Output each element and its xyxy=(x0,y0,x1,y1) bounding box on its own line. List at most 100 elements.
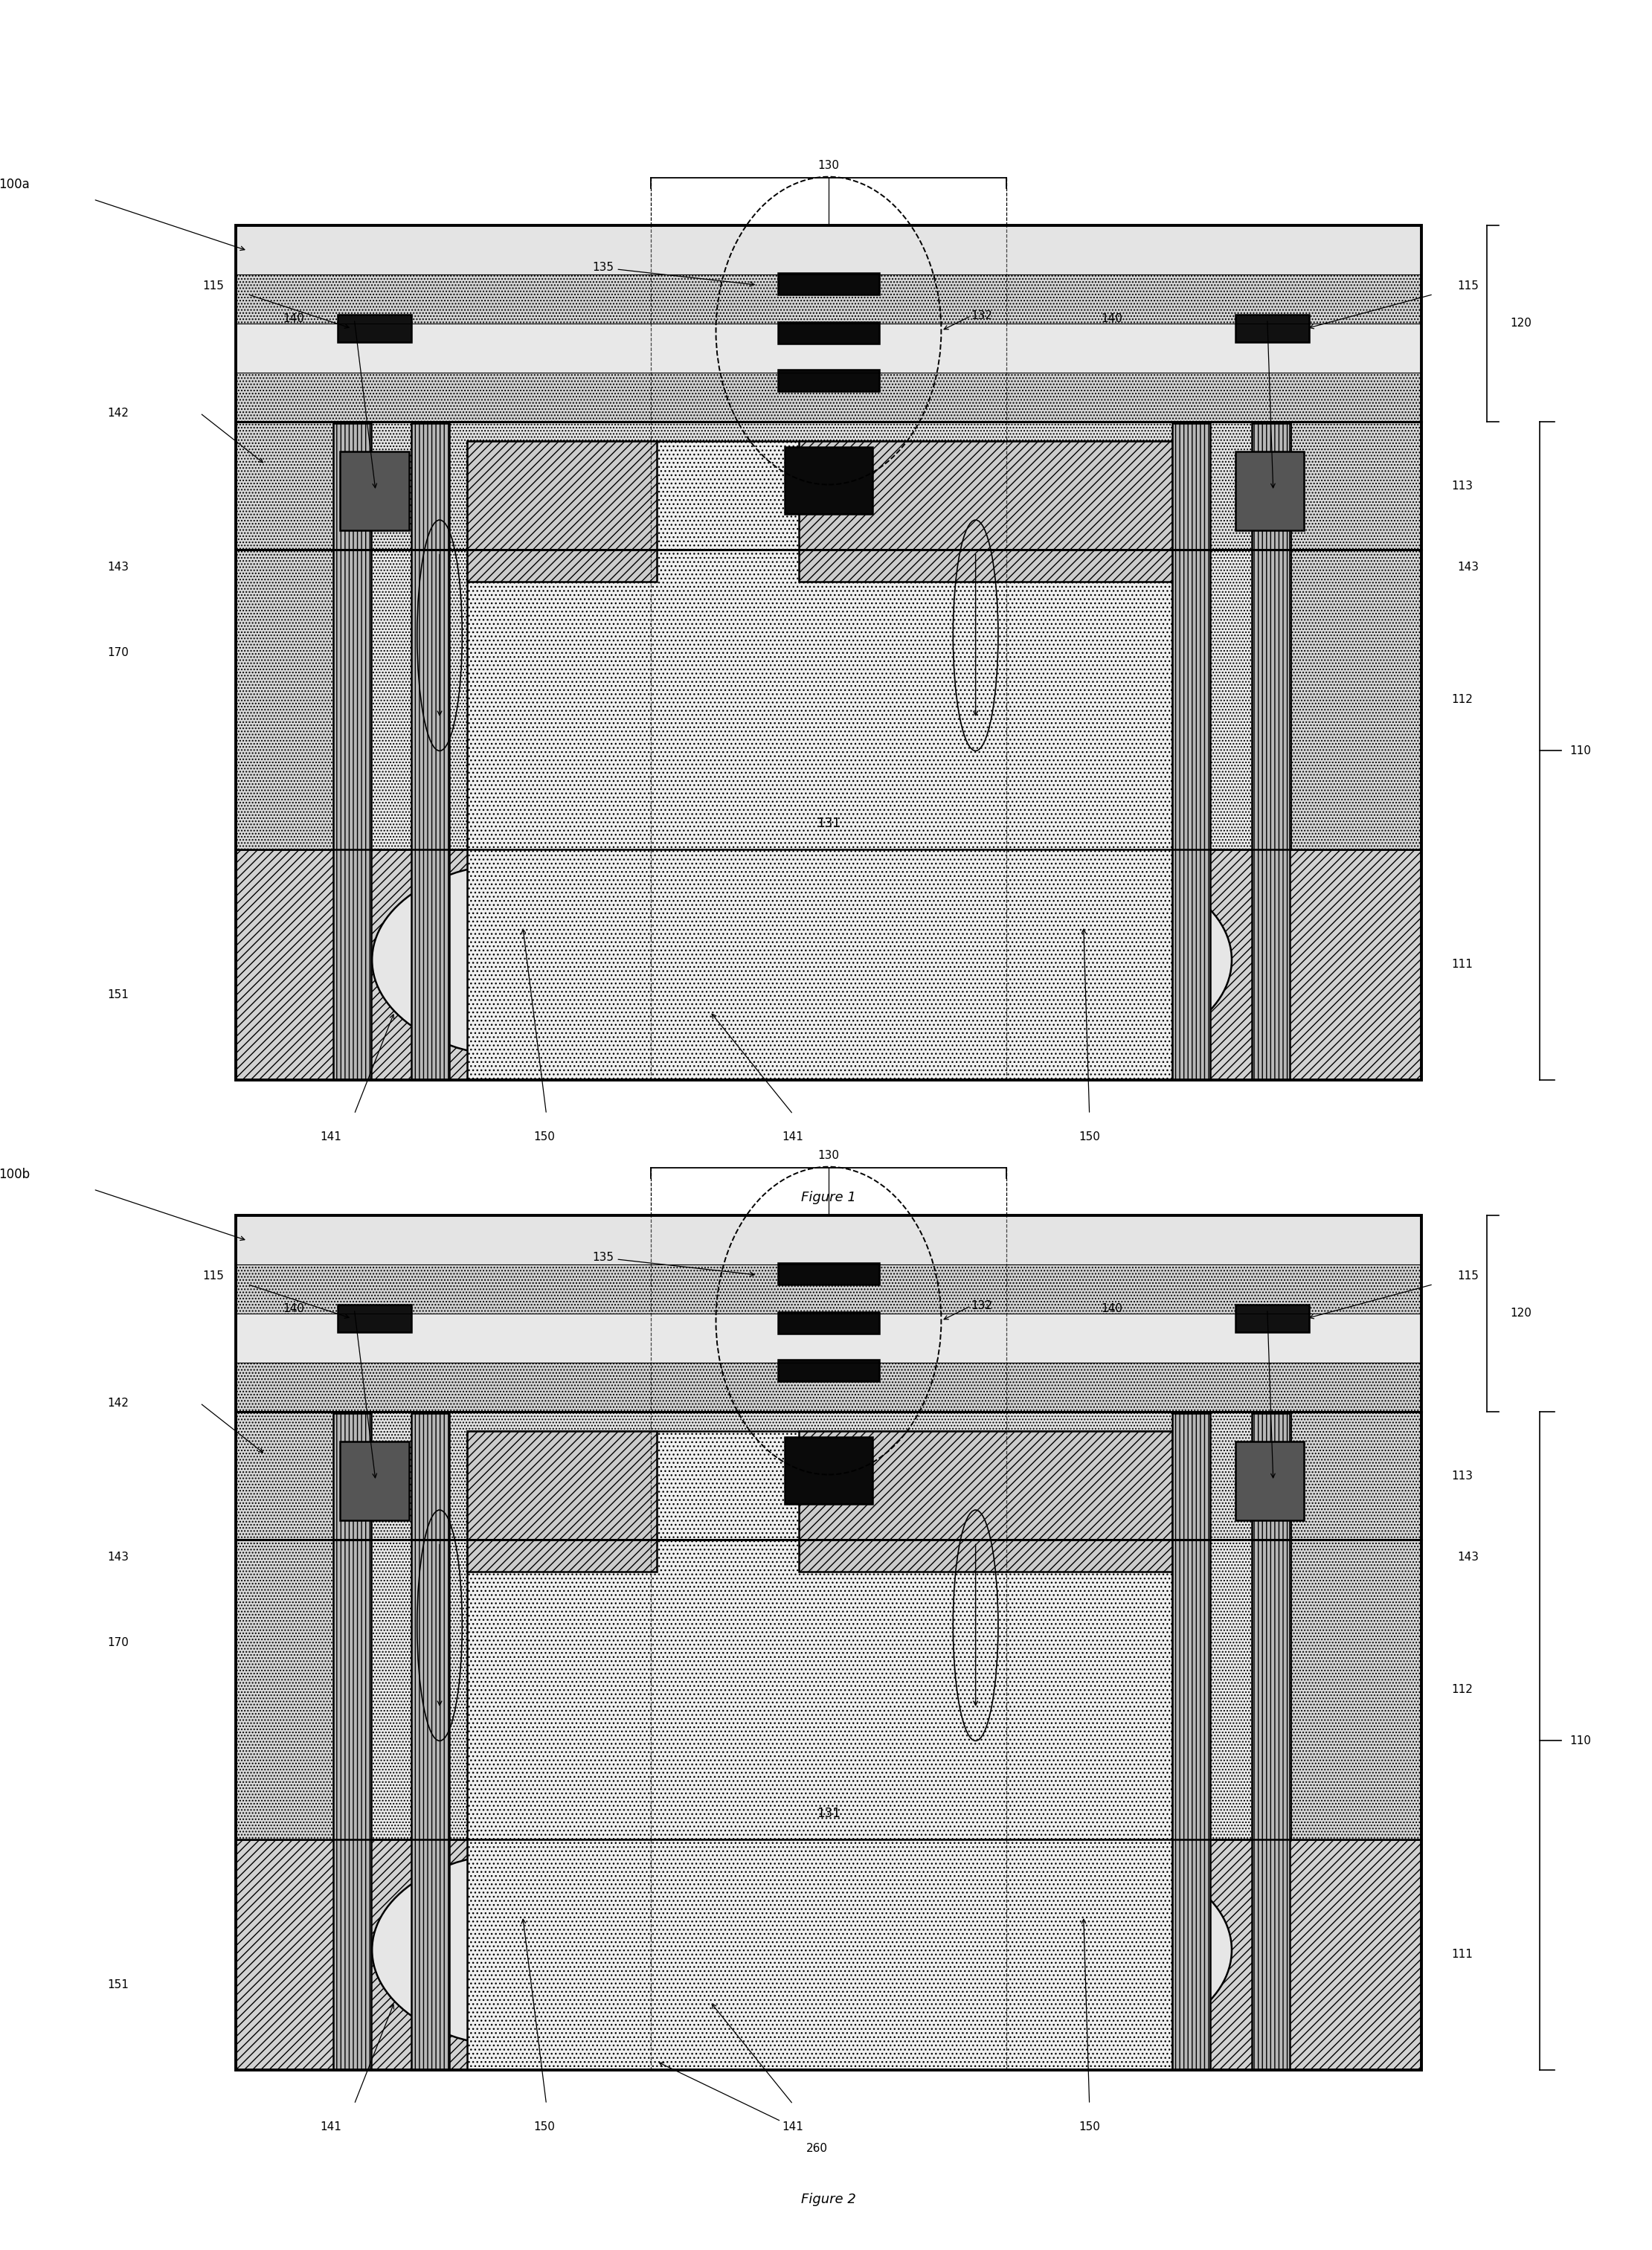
Text: Figure 1: Figure 1 xyxy=(801,1190,856,1204)
Text: 141: 141 xyxy=(783,1132,805,1143)
Text: 115: 115 xyxy=(1457,1271,1479,1280)
Bar xyxy=(236,374,1421,421)
Text: 130: 130 xyxy=(818,1150,839,1161)
Ellipse shape xyxy=(935,864,1232,1058)
Bar xyxy=(468,1431,1173,2070)
Text: 110: 110 xyxy=(1569,1735,1591,1746)
Bar xyxy=(236,274,1421,324)
Bar xyxy=(778,369,879,391)
Bar xyxy=(236,848,1421,1080)
Bar xyxy=(236,421,1421,549)
Bar xyxy=(236,1215,1421,1264)
Bar xyxy=(236,225,1421,274)
Bar xyxy=(236,549,1421,848)
Text: 142: 142 xyxy=(107,407,129,418)
Text: 113: 113 xyxy=(1450,1469,1472,1480)
Text: 120: 120 xyxy=(1510,317,1531,328)
Bar xyxy=(800,1431,1173,1570)
Bar xyxy=(337,315,411,342)
Text: 115: 115 xyxy=(202,1271,223,1280)
Text: 132: 132 xyxy=(971,310,993,322)
Ellipse shape xyxy=(935,1854,1232,2048)
Text: 150: 150 xyxy=(1079,2122,1100,2133)
Text: 170: 170 xyxy=(107,648,129,657)
Bar xyxy=(778,1312,879,1334)
Bar xyxy=(778,272,879,295)
Bar xyxy=(236,1411,1421,1539)
Bar xyxy=(1252,1413,1290,2070)
Text: 111: 111 xyxy=(1450,958,1472,970)
Bar xyxy=(236,1363,1421,1411)
Text: 113: 113 xyxy=(1450,479,1472,490)
Text: 135: 135 xyxy=(593,263,755,286)
Text: 140: 140 xyxy=(282,1303,304,1314)
Bar xyxy=(340,1442,408,1521)
Bar xyxy=(236,1264,1421,1314)
Text: 143: 143 xyxy=(107,562,129,572)
Bar xyxy=(468,1431,656,1570)
Bar xyxy=(800,441,1173,580)
Text: 151: 151 xyxy=(107,1980,129,1989)
Text: 142: 142 xyxy=(107,1397,129,1408)
Bar xyxy=(236,1539,1421,1838)
Bar xyxy=(1236,1442,1303,1521)
Text: 135: 135 xyxy=(593,1253,755,1276)
Text: 100a: 100a xyxy=(0,178,30,191)
Text: 131: 131 xyxy=(816,817,841,830)
Bar xyxy=(1290,1411,1421,1838)
Text: 111: 111 xyxy=(1450,1948,1472,1960)
Bar xyxy=(411,1413,449,2070)
Bar xyxy=(468,441,1173,1080)
Text: 141: 141 xyxy=(320,1132,342,1143)
Text: 115: 115 xyxy=(202,281,223,290)
Text: 141: 141 xyxy=(320,2122,342,2133)
Text: 140: 140 xyxy=(1102,313,1123,324)
Text: 260: 260 xyxy=(806,2142,828,2153)
Text: 115: 115 xyxy=(1457,281,1479,290)
Text: 141: 141 xyxy=(783,2122,805,2133)
Bar xyxy=(1290,421,1421,848)
Bar xyxy=(236,324,1421,374)
Text: 151: 151 xyxy=(107,990,129,999)
Bar xyxy=(411,423,449,1080)
Bar xyxy=(778,1359,879,1381)
Bar xyxy=(778,322,879,344)
Bar xyxy=(1173,1413,1211,2070)
Bar xyxy=(337,1305,411,1332)
Text: 100b: 100b xyxy=(0,1168,30,1181)
Text: 130: 130 xyxy=(818,160,839,171)
Text: 143: 143 xyxy=(107,1552,129,1561)
Text: 140: 140 xyxy=(1102,1303,1123,1314)
Text: 112: 112 xyxy=(1450,693,1472,704)
Ellipse shape xyxy=(372,1854,669,2048)
Text: 110: 110 xyxy=(1569,745,1591,756)
Text: 150: 150 xyxy=(534,2122,555,2133)
Bar xyxy=(785,448,872,513)
Text: 140: 140 xyxy=(282,313,304,324)
Text: 170: 170 xyxy=(107,1638,129,1647)
Bar xyxy=(236,225,1421,1080)
Text: 131: 131 xyxy=(816,1807,841,1820)
Bar xyxy=(236,1314,1421,1363)
Ellipse shape xyxy=(372,864,669,1058)
Bar xyxy=(236,421,334,848)
Text: Figure 2: Figure 2 xyxy=(801,2192,856,2205)
Text: 143: 143 xyxy=(1457,562,1479,572)
Bar xyxy=(1252,423,1290,1080)
Bar xyxy=(1173,423,1211,1080)
Bar xyxy=(1236,452,1303,531)
Bar xyxy=(468,441,656,580)
Bar xyxy=(334,423,370,1080)
Bar xyxy=(778,1262,879,1285)
Bar xyxy=(785,1438,872,1503)
Text: 150: 150 xyxy=(534,1132,555,1143)
Bar xyxy=(236,1411,334,1838)
Bar xyxy=(334,1413,370,2070)
Text: 132: 132 xyxy=(971,1300,993,1312)
Bar xyxy=(236,1215,1421,2070)
Text: 112: 112 xyxy=(1450,1683,1472,1694)
Text: 143: 143 xyxy=(1457,1552,1479,1561)
Bar xyxy=(236,1838,1421,2070)
Bar xyxy=(340,452,408,531)
Text: 150: 150 xyxy=(1079,1132,1100,1143)
